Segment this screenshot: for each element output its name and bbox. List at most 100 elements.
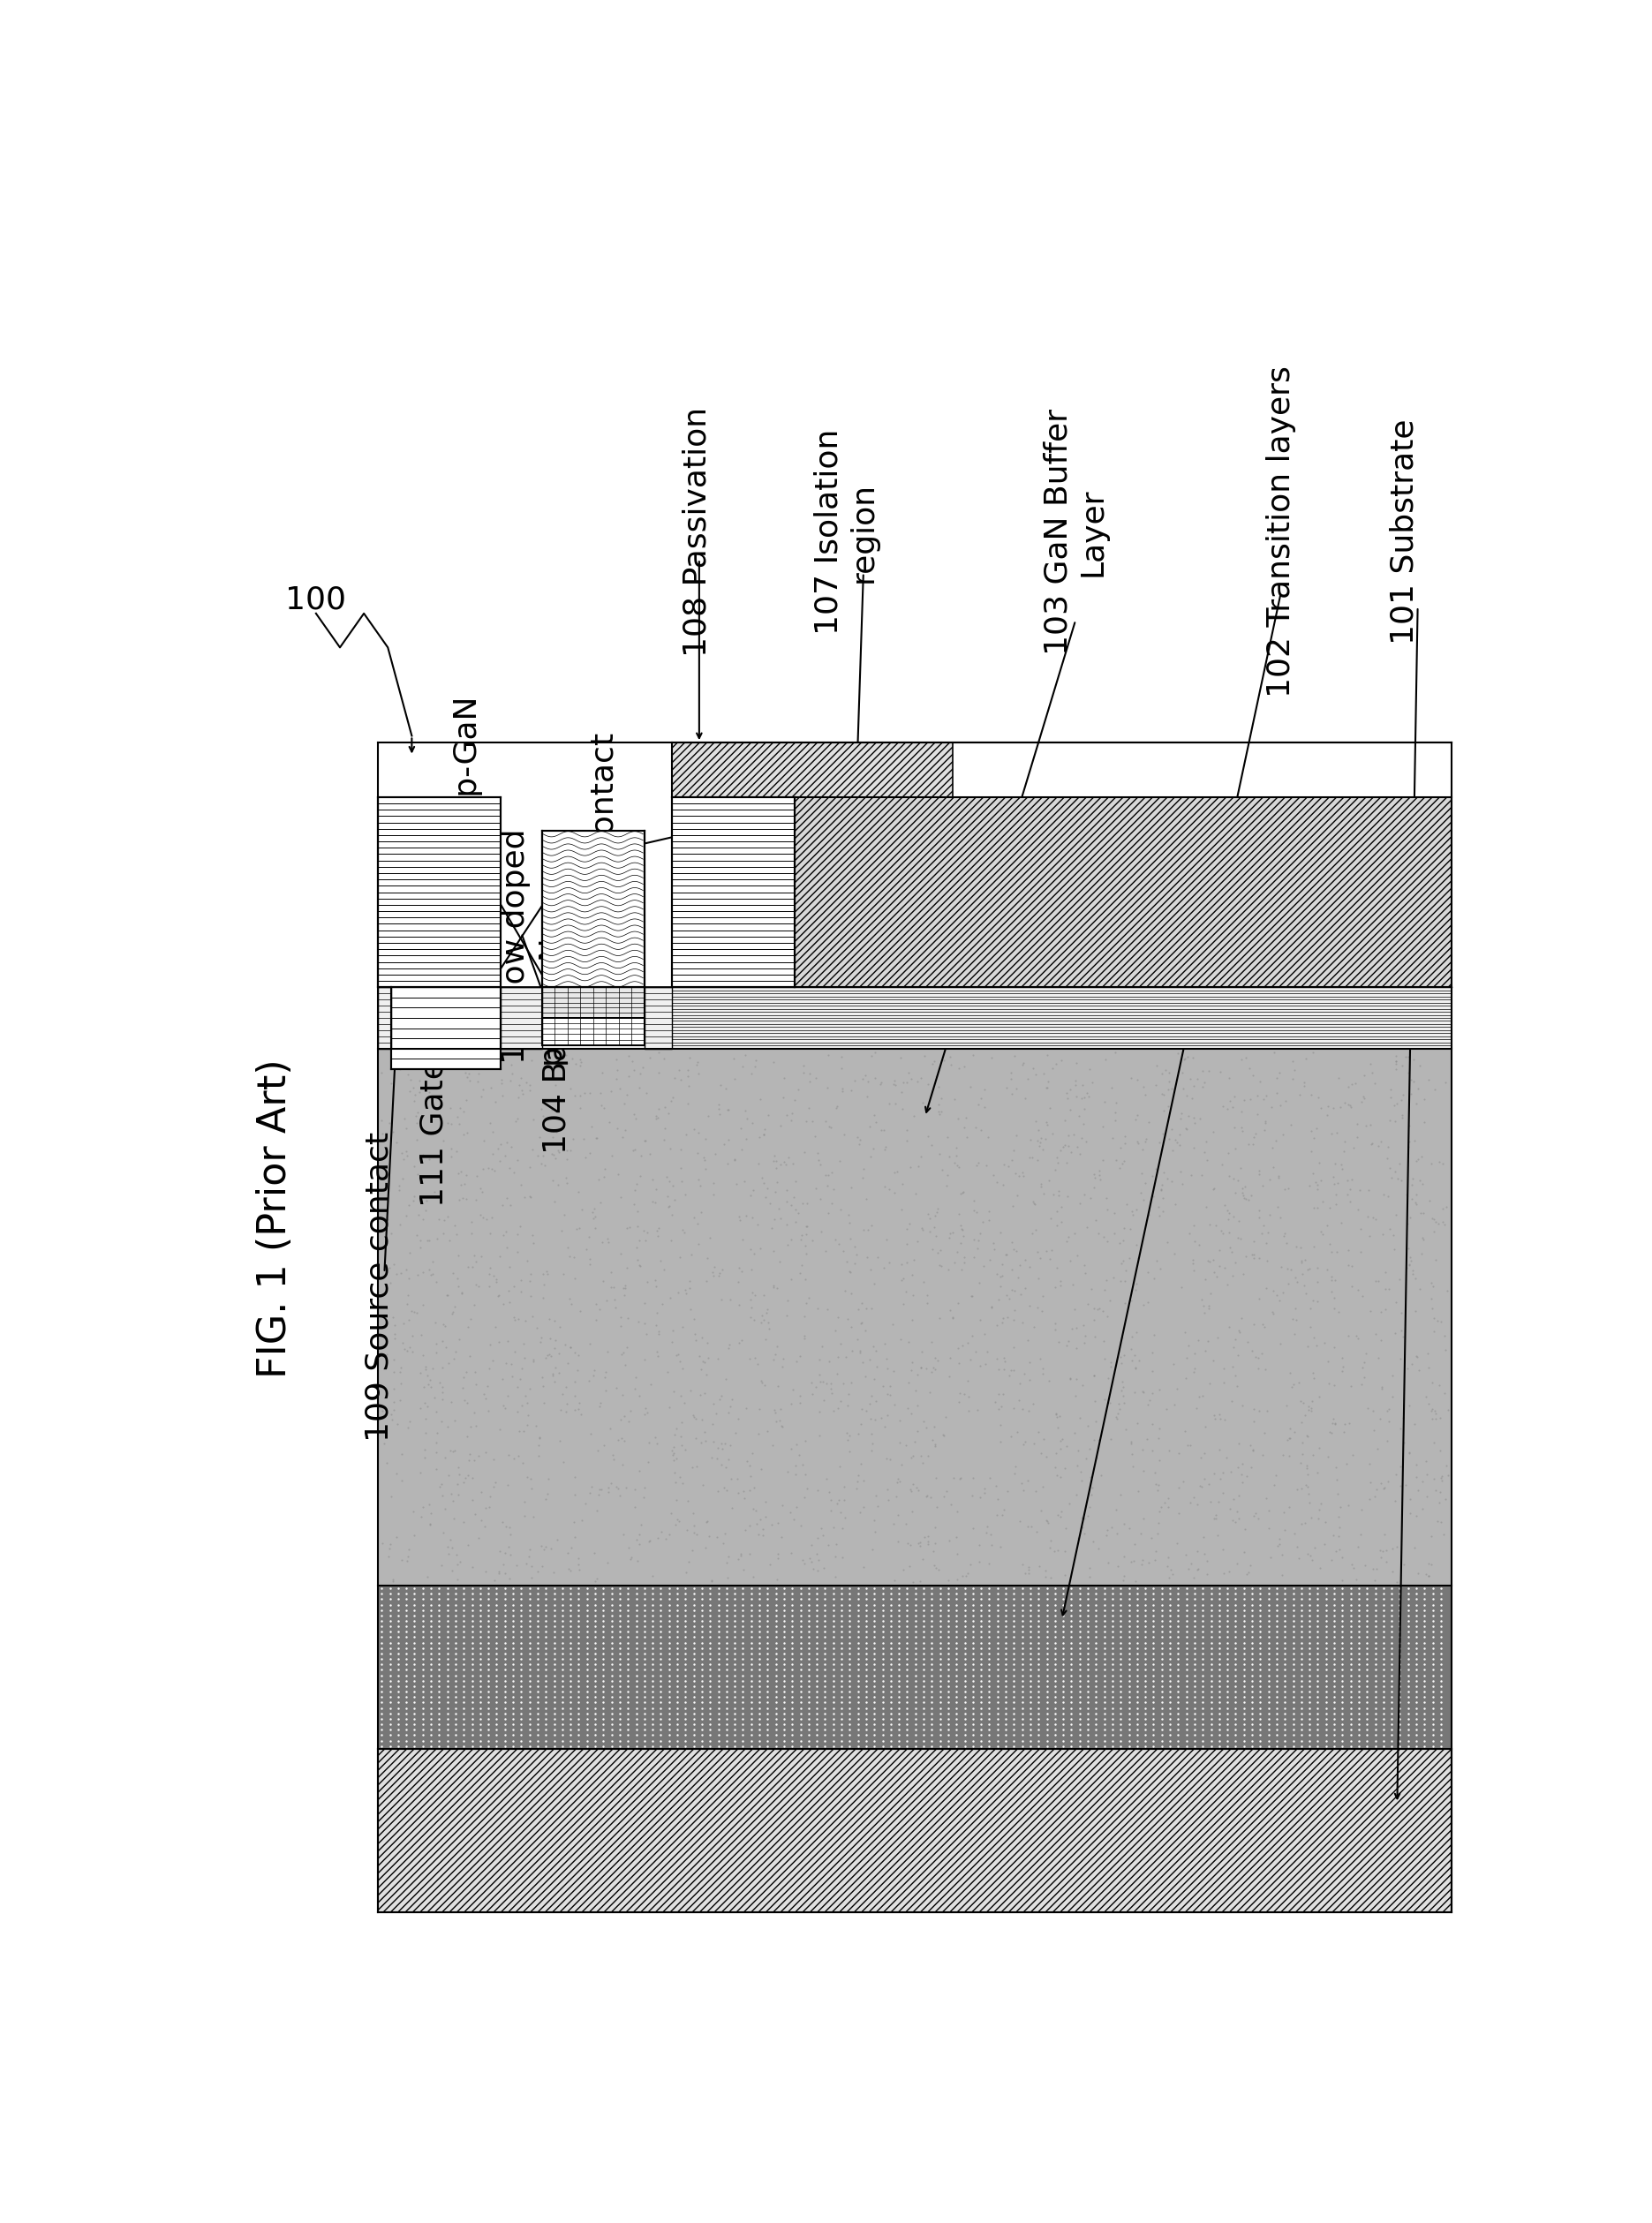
Point <box>1229 1172 1256 1207</box>
Point <box>1335 1487 1361 1523</box>
Point <box>857 1252 884 1287</box>
Point <box>1189 1469 1216 1505</box>
Point <box>1274 1225 1300 1260</box>
Point <box>415 1223 441 1258</box>
Point <box>1252 1105 1279 1140</box>
Point <box>403 1105 430 1140</box>
Point <box>836 1254 862 1289</box>
Point <box>520 1225 547 1260</box>
Point <box>499 1047 525 1083</box>
Point <box>1196 1467 1222 1503</box>
Point <box>1398 1243 1424 1278</box>
Point <box>1284 1472 1310 1507</box>
Point <box>1170 1054 1196 1089</box>
Point <box>510 1178 537 1214</box>
Point <box>1404 1556 1431 1592</box>
Point <box>796 1280 823 1316</box>
Point <box>770 1145 796 1180</box>
Point <box>844 1120 871 1156</box>
Point <box>1406 1163 1432 1198</box>
Point <box>1241 1392 1267 1427</box>
Point <box>1232 1238 1259 1274</box>
Point <box>1173 1536 1199 1572</box>
Point <box>431 1441 458 1476</box>
Point <box>1161 1187 1188 1223</box>
Point <box>583 1494 610 1529</box>
Point <box>398 1294 425 1329</box>
Point <box>605 1423 631 1458</box>
Point <box>1269 1558 1295 1594</box>
Point <box>1318 1274 1345 1309</box>
Point <box>1064 1129 1090 1165</box>
Point <box>1378 1078 1404 1114</box>
Point <box>661 1429 687 1465</box>
Point <box>928 1152 955 1187</box>
Point <box>767 1147 793 1183</box>
Point <box>1077 1272 1104 1307</box>
Point <box>434 1198 461 1234</box>
Point <box>1389 1098 1416 1134</box>
Point <box>1031 1420 1057 1456</box>
Bar <box>644 987 672 1049</box>
Point <box>582 1534 608 1569</box>
Point <box>644 1100 671 1136</box>
Point <box>1026 1127 1052 1163</box>
Point <box>1335 1069 1361 1105</box>
Point <box>562 1458 588 1494</box>
Point <box>542 1140 568 1176</box>
Point <box>743 1207 770 1243</box>
Point <box>1216 1309 1242 1345</box>
Point <box>451 1505 477 1541</box>
Point <box>907 1525 933 1561</box>
Point <box>534 1338 560 1374</box>
Point <box>894 1427 920 1463</box>
Point <box>930 1043 957 1078</box>
Point <box>1090 1294 1117 1329</box>
Point <box>527 1420 553 1456</box>
Point <box>1312 1525 1338 1561</box>
Point <box>805 1521 831 1556</box>
Point <box>788 1507 814 1543</box>
Point <box>922 1058 948 1094</box>
Point <box>871 1409 897 1445</box>
Point <box>1398 1200 1424 1236</box>
Point <box>1284 1229 1310 1265</box>
Point <box>504 1234 530 1269</box>
Point <box>1224 1163 1251 1198</box>
Point <box>406 1074 433 1109</box>
Point <box>1231 1534 1257 1569</box>
Point <box>588 1076 615 1112</box>
Point <box>920 1349 947 1385</box>
Point <box>494 1125 520 1160</box>
Point <box>1370 1534 1396 1569</box>
Point <box>444 1467 471 1503</box>
Point <box>1206 1232 1232 1267</box>
Point <box>1178 1485 1204 1521</box>
Point <box>444 1536 471 1572</box>
Point <box>770 1409 796 1445</box>
Point <box>466 1438 492 1474</box>
Point <box>707 1067 733 1103</box>
Point <box>1072 1441 1099 1476</box>
Point <box>1102 1398 1128 1434</box>
Point <box>1333 1447 1360 1483</box>
Point <box>748 1305 775 1340</box>
Point <box>990 1167 1016 1203</box>
Point <box>613 1469 639 1505</box>
Point <box>653 1521 679 1556</box>
Point <box>504 1143 530 1178</box>
Point <box>775 1227 801 1263</box>
Point <box>567 1089 593 1125</box>
Point <box>1368 1294 1394 1329</box>
Point <box>643 1098 669 1134</box>
Point <box>482 1265 509 1300</box>
Point <box>1026 1260 1052 1296</box>
Point <box>687 1425 714 1461</box>
Point <box>1191 1134 1218 1169</box>
Point <box>1193 1543 1219 1578</box>
Point <box>793 1236 819 1272</box>
Point <box>600 1436 626 1472</box>
Point <box>1001 1292 1028 1327</box>
Point <box>796 1056 823 1091</box>
Point <box>922 1209 948 1245</box>
